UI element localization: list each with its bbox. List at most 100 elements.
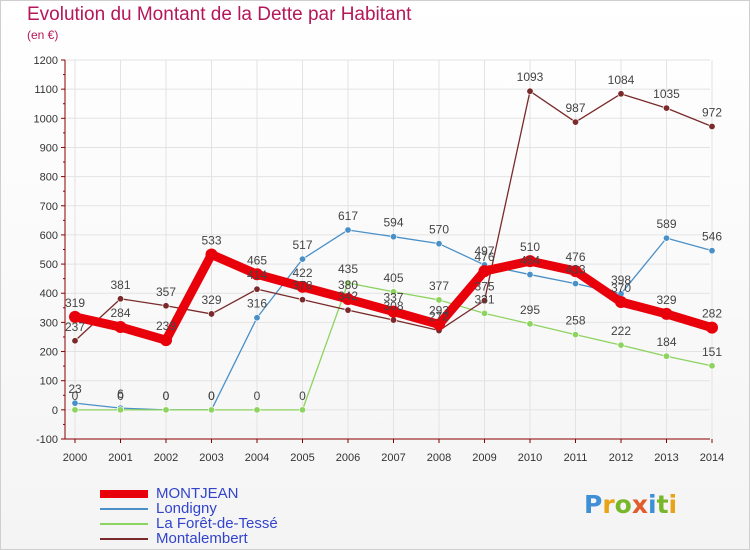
data-point xyxy=(660,307,673,320)
data-label: 0 xyxy=(72,389,79,403)
legend-label-londigny: Londigny xyxy=(156,500,217,517)
data-label: 0 xyxy=(208,389,215,403)
data-point xyxy=(433,318,445,331)
y-tick-label: 400 xyxy=(40,288,58,300)
x-tick-label: 2003 xyxy=(199,452,223,464)
x-tick-label: 2000 xyxy=(63,452,87,464)
y-tick-label: 700 xyxy=(40,201,58,213)
data-label: 282 xyxy=(702,307,722,321)
data-label: 272 xyxy=(429,310,449,324)
data-label: 375 xyxy=(474,280,494,294)
legend-label-montjean: MONTJEAN xyxy=(156,485,239,502)
x-tick-label: 2009 xyxy=(472,452,496,464)
data-point xyxy=(344,226,352,234)
x-tick-label: 2008 xyxy=(427,452,451,464)
data-point xyxy=(435,240,443,248)
data-label: 0 xyxy=(208,389,215,403)
x-tick-label: 2002 xyxy=(154,452,178,464)
data-label: 319 xyxy=(65,296,85,310)
data-point xyxy=(389,288,397,296)
y-tick-label: 600 xyxy=(40,230,58,242)
logo-letter: i xyxy=(668,490,678,519)
data-point xyxy=(114,321,127,334)
data-label: 258 xyxy=(565,314,585,328)
data-point xyxy=(71,406,79,414)
y-tick-label: 1200 xyxy=(34,55,58,67)
data-label: 0 xyxy=(254,389,261,403)
data-point xyxy=(524,255,536,268)
legend: MONTJEAN Londigny La Forêt-de-Tessé Mont… xyxy=(100,485,278,547)
data-point xyxy=(298,255,306,263)
y-tick-label: 1000 xyxy=(34,113,58,125)
data-point xyxy=(435,296,443,304)
data-label: 617 xyxy=(338,209,358,223)
x-tick-label: 2007 xyxy=(381,452,405,464)
data-point xyxy=(162,406,170,414)
x-tick-label: 2013 xyxy=(654,452,678,464)
data-label: 972 xyxy=(702,105,722,119)
data-label: 151 xyxy=(702,345,722,359)
data-point xyxy=(526,320,534,328)
chart-subtitle: (en €) xyxy=(27,28,59,42)
x-tick-label: 2012 xyxy=(609,452,633,464)
data-label: 329 xyxy=(656,293,676,307)
data-label: 464 xyxy=(520,254,540,268)
data-label: 1093 xyxy=(517,70,544,84)
x-tick-label: 2001 xyxy=(108,452,132,464)
data-point xyxy=(253,314,261,322)
y-tick-label: 200 xyxy=(40,347,58,359)
data-point xyxy=(708,247,716,255)
data-point xyxy=(342,293,354,306)
x-tick-label: 2005 xyxy=(290,452,314,464)
data-point xyxy=(69,310,81,323)
y-tick-label: 500 xyxy=(40,259,58,271)
data-label: 476 xyxy=(565,250,585,264)
data-point xyxy=(117,406,125,414)
data-label: 239 xyxy=(156,319,176,333)
y-tick-label: 800 xyxy=(40,172,58,184)
data-label: 533 xyxy=(201,233,221,247)
data-point xyxy=(662,352,670,360)
legend-swatch-montjean xyxy=(100,489,148,498)
data-label: 398 xyxy=(611,273,631,287)
data-label: 1035 xyxy=(653,87,680,101)
data-point xyxy=(298,296,306,304)
x-tick-label: 2006 xyxy=(336,452,360,464)
data-point xyxy=(71,337,79,345)
x-tick-label: 2014 xyxy=(700,452,724,464)
data-label: 476 xyxy=(474,250,494,264)
data-point xyxy=(253,285,261,293)
logo-letter: x xyxy=(631,490,648,519)
legend-label-montalembert: Montalembert xyxy=(156,530,248,547)
data-point xyxy=(205,248,218,261)
data-point xyxy=(569,265,582,278)
data-label: 987 xyxy=(565,101,585,115)
y-tick-label: 900 xyxy=(40,142,58,154)
data-label: 0 xyxy=(163,389,170,403)
data-point xyxy=(296,280,309,293)
data-label: 589 xyxy=(656,217,676,231)
data-point xyxy=(389,316,397,324)
data-point xyxy=(344,279,352,287)
x-tick-label: 2010 xyxy=(518,452,542,464)
data-label: 370 xyxy=(611,281,631,295)
data-point xyxy=(526,271,534,279)
logo-letter: o xyxy=(614,490,632,519)
logo-letter: P xyxy=(584,490,603,519)
data-label: 510 xyxy=(520,240,540,254)
y-tick-label: 1100 xyxy=(34,84,58,96)
data-point xyxy=(208,406,216,414)
legend-item-montalembert: Montalembert xyxy=(100,530,278,547)
data-point xyxy=(706,321,718,334)
data-point xyxy=(662,234,670,242)
y-tick-label: 300 xyxy=(40,317,58,329)
data-label: 23 xyxy=(68,382,82,396)
data-label: 378 xyxy=(292,279,312,293)
chart-title: Evolution du Montant de la Dette par Hab… xyxy=(27,4,412,25)
data-label: 377 xyxy=(429,279,449,293)
data-point xyxy=(617,341,625,349)
data-label: 435 xyxy=(338,262,358,276)
data-label: 422 xyxy=(292,266,312,280)
data-label: 342 xyxy=(338,289,358,303)
